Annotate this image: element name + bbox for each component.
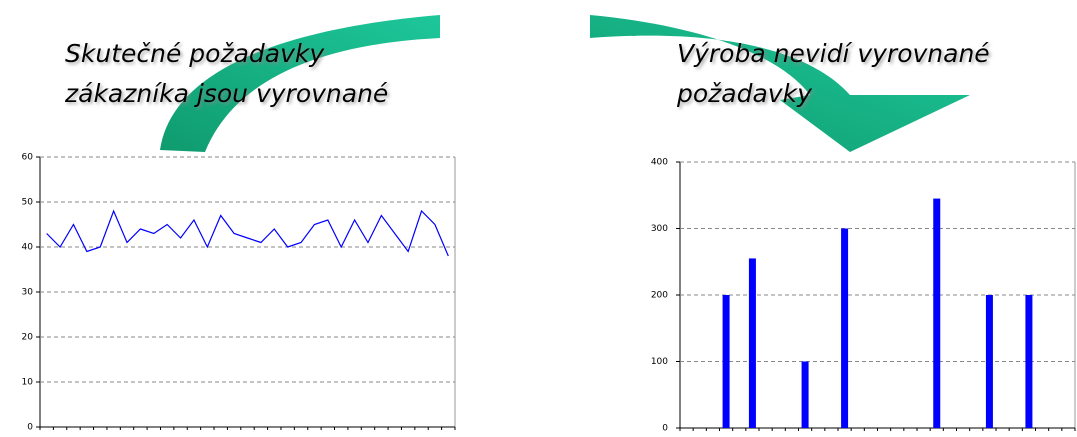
bar — [722, 295, 730, 428]
bar — [933, 198, 941, 428]
bar — [841, 228, 849, 428]
bar — [801, 361, 809, 428]
y-tick-label: 400 — [651, 158, 668, 168]
y-tick-label: 20 — [22, 333, 34, 343]
line-series — [46, 209, 449, 257]
y-tick-label: 40 — [22, 243, 34, 253]
bar — [748, 258, 756, 428]
bar — [985, 295, 993, 428]
y-tick-label: 0 — [662, 424, 668, 434]
arrow-left — [160, 15, 440, 152]
y-tick-label: 100 — [651, 357, 668, 367]
charts: Skutečné požadavky zákazníka jsou vyrovna… — [22, 39, 1076, 434]
bar — [1025, 295, 1033, 428]
chart-title: Výroba nevidí vyrovnané — [677, 39, 990, 68]
y-tick-label: 0 — [27, 423, 33, 433]
arrow-right — [590, 15, 970, 152]
y-tick-label: 200 — [651, 291, 668, 301]
y-tick-label: 60 — [22, 153, 34, 163]
y-tick-label: 300 — [651, 224, 668, 234]
y-tick-label: 10 — [22, 378, 34, 388]
y-tick-label: 50 — [22, 198, 34, 208]
chart-title: Skutečné požadavky — [65, 39, 325, 68]
chart-title: zákazníka jsou vyrovnané — [64, 79, 388, 108]
chart-title: požadavky — [676, 79, 813, 108]
y-tick-label: 30 — [22, 288, 34, 298]
